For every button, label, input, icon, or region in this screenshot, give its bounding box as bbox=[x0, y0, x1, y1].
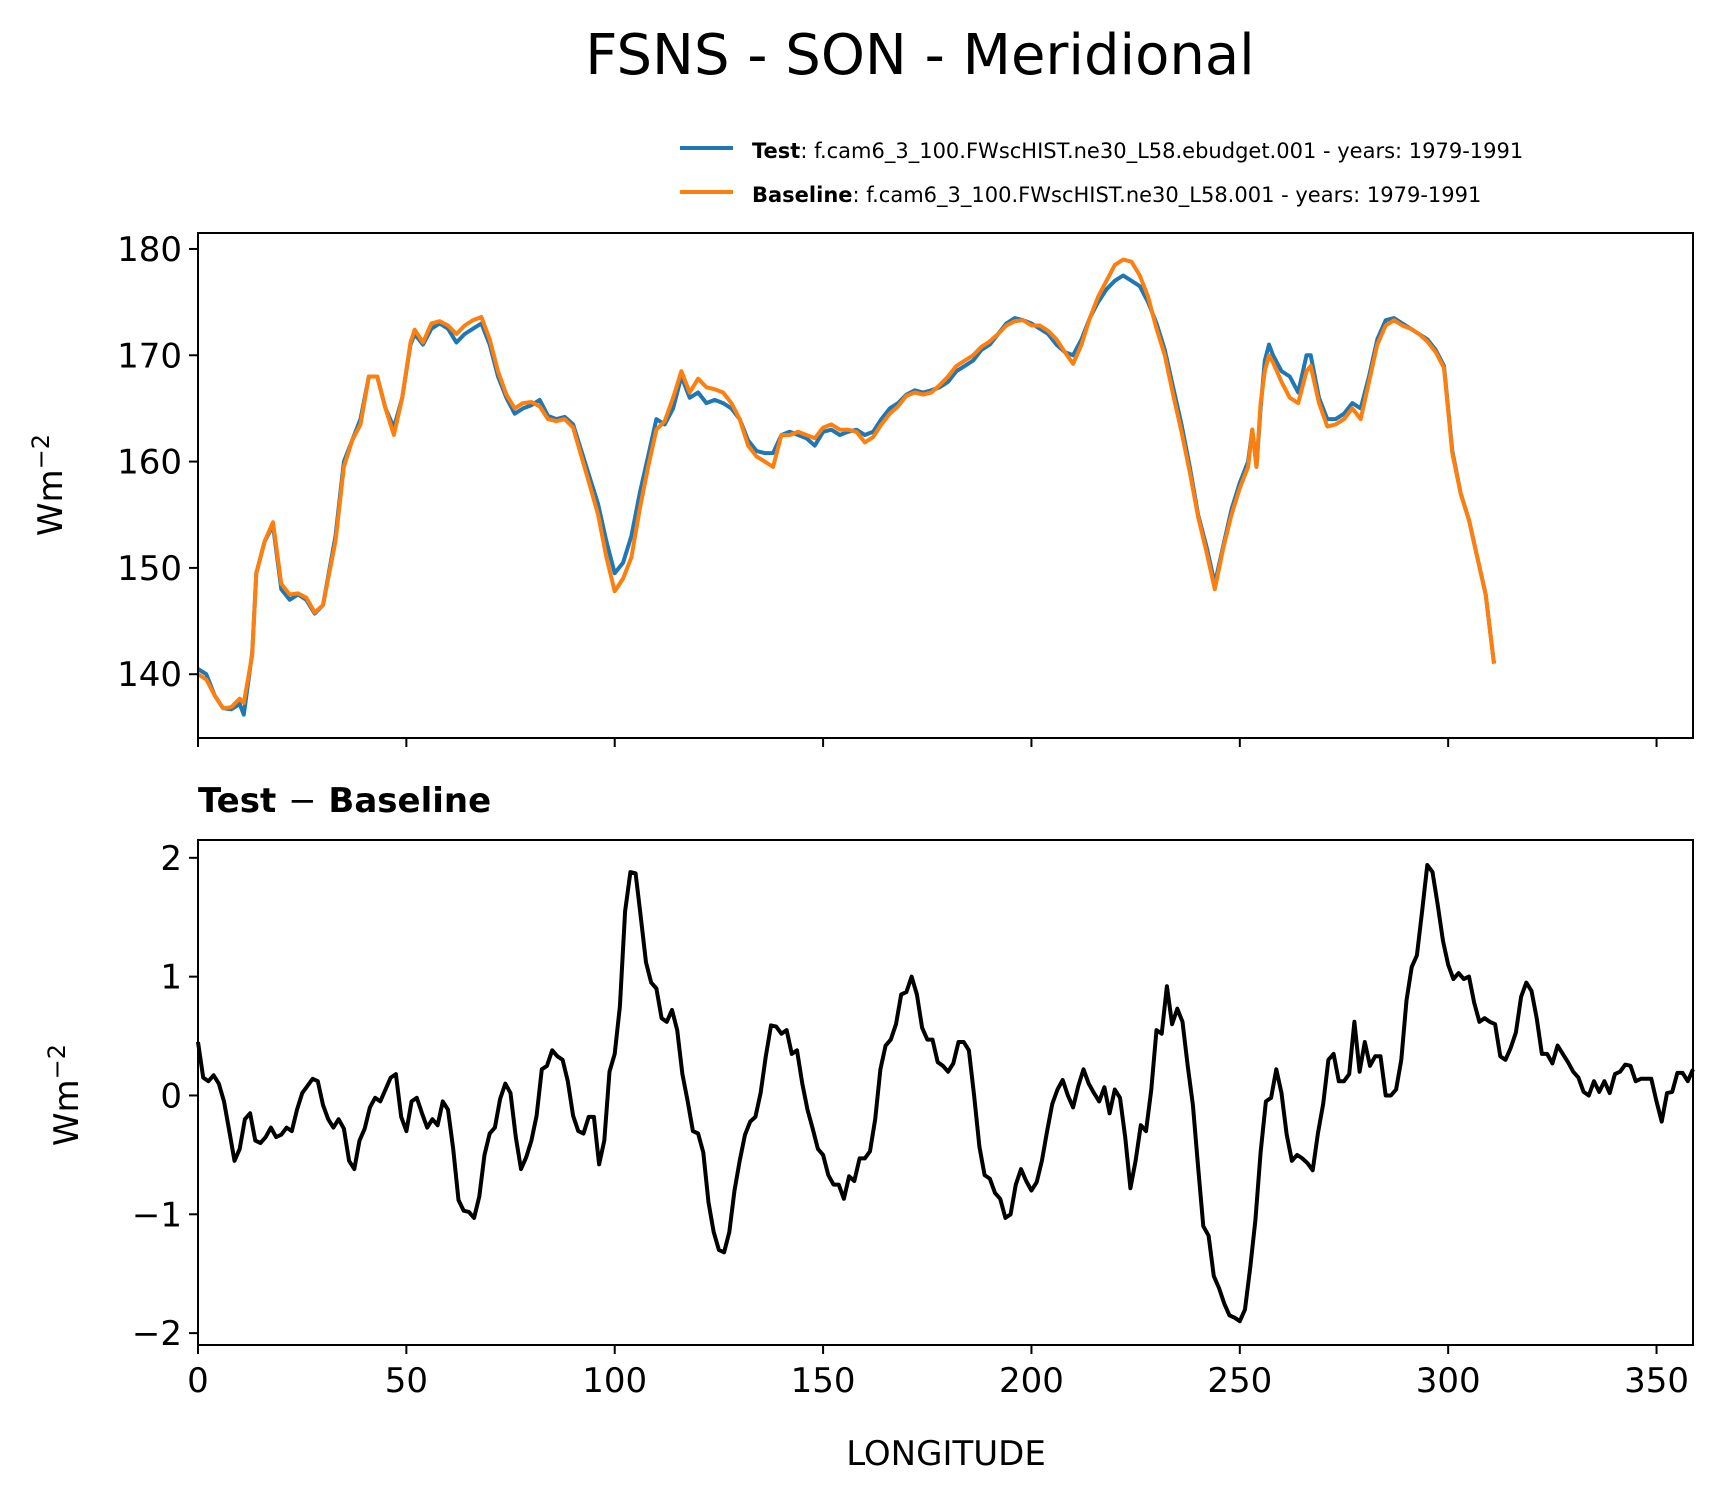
bottom-x-tick-label: 350 bbox=[1624, 1361, 1689, 1401]
bottom-y-axis-label: Wm−2 bbox=[43, 1044, 87, 1146]
bottom-y-ticks: −2 −1 0 1 2 bbox=[132, 839, 198, 1354]
legend-test-label-rest: : f.cam6_3_100.FWscHIST.ne30_L58.ebudget… bbox=[800, 139, 1523, 164]
bottom-y-tick-label: 1 bbox=[160, 958, 182, 998]
legend-baseline-label: Baseline: f.cam6_3_100.FWscHIST.ne30_L58… bbox=[752, 183, 1481, 208]
legend: Test: f.cam6_3_100.FWscHIST.ne30_L58.ebu… bbox=[680, 139, 1523, 208]
top-y-tick-label: 160 bbox=[117, 443, 182, 483]
figure-title: FSNS - SON - Meridional bbox=[585, 23, 1254, 88]
bottom-y-axis-label-base: Wm bbox=[47, 1079, 87, 1146]
bottom-x-tick-label: 50 bbox=[385, 1361, 428, 1401]
top-series-baseline bbox=[196, 257, 1496, 711]
bottom-series-test-baseline bbox=[196, 863, 1695, 1324]
top-y-axis-label-sup: −2 bbox=[27, 434, 55, 469]
top-y-axis-label-base: Wm bbox=[31, 469, 71, 536]
bottom-x-tick-label: 200 bbox=[999, 1361, 1064, 1401]
bottom-x-tick-label: 300 bbox=[1416, 1361, 1481, 1401]
bottom-title-op: − bbox=[288, 781, 317, 821]
legend-test-label-bold: Test bbox=[752, 139, 800, 163]
legend-test-label: Test: f.cam6_3_100.FWscHIST.ne30_L58.ebu… bbox=[752, 139, 1523, 164]
top-y-tick-label: 150 bbox=[117, 549, 182, 589]
top-y-tick-label: 170 bbox=[117, 336, 182, 376]
bottom-title-baseline: Baseline bbox=[328, 781, 491, 821]
top-plot-area bbox=[196, 257, 1496, 717]
top-x-ticks bbox=[197, 738, 1658, 747]
top-y-axis-label: Wm−2 bbox=[27, 434, 71, 536]
bottom-panel: Test − Baseline −2 −1 0 1 2 0 50 100 150 200 250 3… bbox=[43, 781, 1695, 1474]
top-panel: 140 150 160 170 180 Wm−2 bbox=[27, 230, 1694, 747]
top-y-ticks: 140 150 160 170 180 bbox=[117, 230, 198, 695]
bottom-panel-title: Test − Baseline bbox=[198, 781, 491, 821]
bottom-x-tick-label: 0 bbox=[187, 1361, 209, 1401]
bottom-x-tick-label: 150 bbox=[791, 1361, 856, 1401]
bottom-axes-frame bbox=[197, 839, 1694, 1346]
legend-baseline-label-rest: : f.cam6_3_100.FWscHIST.ne30_L58.001 - y… bbox=[853, 183, 1482, 208]
bottom-y-tick-label: −2 bbox=[132, 1314, 182, 1354]
top-y-tick-label: 180 bbox=[117, 230, 182, 270]
legend-baseline-label-bold: Baseline bbox=[752, 183, 853, 207]
bottom-x-ticks: 0 50 100 150 200 250 300 350 bbox=[187, 1345, 1689, 1401]
top-axes-frame bbox=[197, 232, 1694, 739]
bottom-y-tick-label: 2 bbox=[160, 839, 182, 879]
top-series-test bbox=[196, 273, 1496, 717]
x-axis-label: LONGITUDE bbox=[846, 1434, 1046, 1474]
top-y-tick-label: 140 bbox=[117, 655, 182, 695]
bottom-x-tick-label: 100 bbox=[582, 1361, 647, 1401]
bottom-plot-area bbox=[196, 863, 1695, 1324]
bottom-y-axis-label-sup: −2 bbox=[43, 1044, 71, 1079]
bottom-x-tick-label: 250 bbox=[1207, 1361, 1272, 1401]
bottom-y-tick-label: −1 bbox=[132, 1195, 182, 1235]
bottom-y-tick-label: 0 bbox=[160, 1076, 182, 1116]
bottom-title-test: Test bbox=[198, 781, 276, 821]
